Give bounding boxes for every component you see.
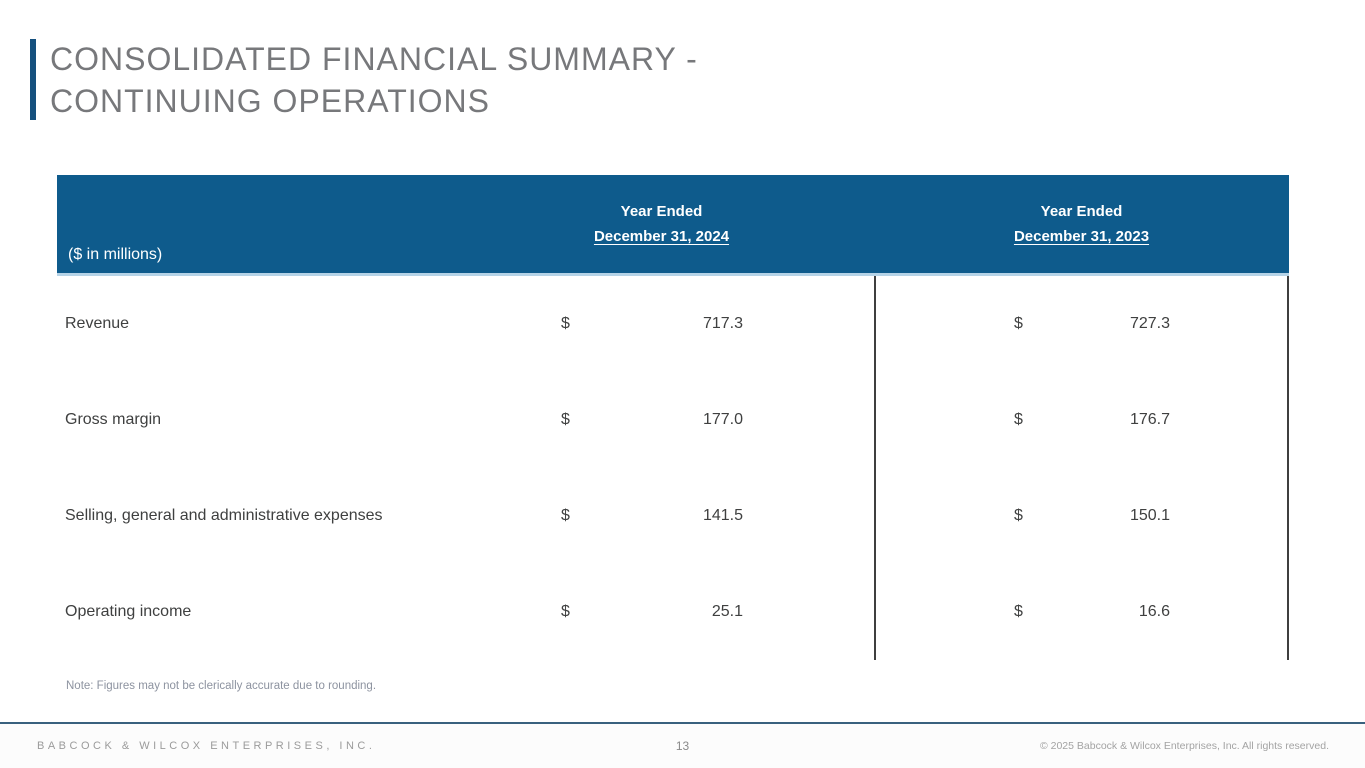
page-title: CONSOLIDATED FINANCIAL SUMMARY - CONTINU… bbox=[50, 38, 698, 122]
cell-operating-income-2024: $ 25.1 bbox=[497, 564, 874, 660]
column-header-2024-label: Year Ended bbox=[620, 203, 703, 220]
column-header-2024-date: December 31, 2024 bbox=[593, 228, 730, 245]
page-title-line-1: CONSOLIDATED FINANCIAL SUMMARY - bbox=[50, 41, 698, 77]
cell-value: 727.3 bbox=[1129, 315, 1170, 332]
slide-footer: BABCOCK & WILCOX ENTERPRISES, INC. 13 © … bbox=[0, 722, 1365, 768]
cell-revenue-2024: $ 717.3 bbox=[497, 276, 874, 372]
cell-value: 150.1 bbox=[1129, 507, 1170, 524]
table-body: Revenue $ 717.3 $ 727.3 Gross margin $ 1… bbox=[57, 276, 1289, 660]
units-header-cell: ($ in millions) bbox=[68, 246, 163, 263]
row-label: Gross margin bbox=[65, 411, 162, 428]
table-header-row: ($ in millions) Year Ended December 31, … bbox=[57, 175, 1289, 276]
cell-revenue-2023: $ 727.3 bbox=[874, 276, 1289, 372]
table-row-gross-margin: Gross margin $ 177.0 $ 176.7 bbox=[57, 372, 1289, 468]
currency-symbol: $ bbox=[1014, 507, 1023, 524]
page-number: 13 bbox=[675, 739, 690, 753]
column-header-2023-label: Year Ended bbox=[1040, 203, 1123, 220]
footer-copyright: © 2025 Babcock & Wilcox Enterprises, Inc… bbox=[1039, 740, 1329, 752]
table-row-revenue: Revenue $ 717.3 $ 727.3 bbox=[57, 276, 1289, 372]
column-header-2023: Year Ended December 31, 2023 bbox=[874, 175, 1289, 273]
currency-symbol: $ bbox=[1014, 315, 1023, 332]
row-label: Operating income bbox=[65, 603, 192, 620]
column-header-2023-date: December 31, 2023 bbox=[1013, 228, 1150, 245]
footer-company-name: BABCOCK & WILCOX ENTERPRISES, INC. bbox=[37, 740, 376, 752]
currency-symbol: $ bbox=[1014, 411, 1023, 428]
table-row-operating-income: Operating income $ 25.1 $ 16.6 bbox=[57, 564, 1289, 660]
rounding-note: Note: Figures may not be clerically accu… bbox=[66, 680, 377, 692]
currency-symbol: $ bbox=[561, 411, 570, 428]
table-row-sga-expenses: Selling, general and administrative expe… bbox=[57, 468, 1289, 564]
cell-gross-margin-2024: $ 177.0 bbox=[497, 372, 874, 468]
currency-symbol: $ bbox=[561, 603, 570, 620]
cell-value: 176.7 bbox=[1129, 411, 1170, 428]
cell-sga-2023: $ 150.1 bbox=[874, 468, 1289, 564]
cell-value: 25.1 bbox=[711, 603, 743, 620]
cell-operating-income-2023: $ 16.6 bbox=[874, 564, 1289, 660]
currency-symbol: $ bbox=[561, 507, 570, 524]
row-label: Revenue bbox=[65, 315, 130, 332]
column-header-2024: Year Ended December 31, 2024 bbox=[497, 175, 874, 273]
cell-value: 177.0 bbox=[702, 411, 743, 428]
cell-gross-margin-2023: $ 176.7 bbox=[874, 372, 1289, 468]
title-accent-bar bbox=[30, 39, 36, 120]
currency-symbol: $ bbox=[1014, 603, 1023, 620]
cell-value: 717.3 bbox=[702, 315, 743, 332]
cell-sga-2024: $ 141.5 bbox=[497, 468, 874, 564]
cell-value: 141.5 bbox=[702, 507, 743, 524]
cell-value: 16.6 bbox=[1138, 603, 1170, 620]
currency-symbol: $ bbox=[561, 315, 570, 332]
row-label: Selling, general and administrative expe… bbox=[65, 507, 383, 524]
financial-summary-table: ($ in millions) Year Ended December 31, … bbox=[57, 175, 1289, 660]
page-title-line-2: CONTINUING OPERATIONS bbox=[50, 83, 490, 119]
